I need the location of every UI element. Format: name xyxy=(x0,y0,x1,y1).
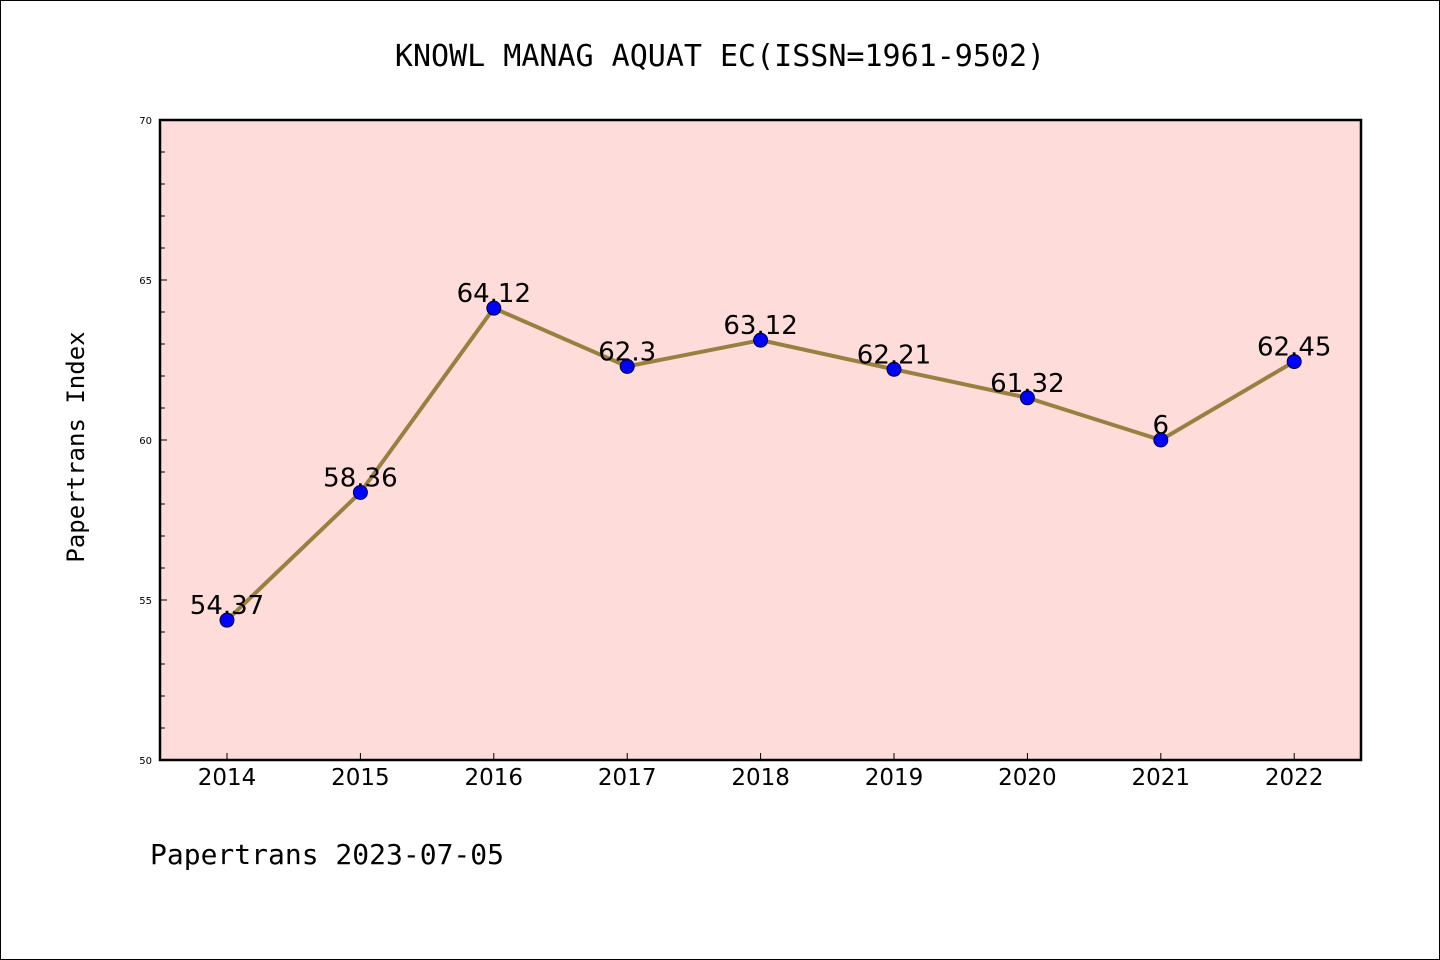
x-tick-label: 2022 xyxy=(1265,765,1324,791)
data-label: 62.21 xyxy=(857,340,931,370)
plot-area xyxy=(158,118,1363,762)
footer-text: Papertrans 2023-07-05 xyxy=(150,838,504,871)
y-axis: 50 55 60 65 70 xyxy=(139,116,167,767)
data-label: 63.12 xyxy=(723,311,797,341)
data-point xyxy=(753,332,769,348)
data-labels: 54.37 58.36 64.12 62.3 63.12 62.21 61.32 6 62.45 xyxy=(190,279,1332,621)
x-tick-label: 2016 xyxy=(465,765,524,791)
x-tick-label: 2021 xyxy=(1132,765,1191,791)
data-point xyxy=(1019,390,1035,406)
y-tick-label: 50 xyxy=(139,756,152,767)
data-point xyxy=(886,361,902,377)
data-label: 6 xyxy=(1153,411,1170,441)
y-tick-label: 60 xyxy=(139,436,152,447)
y-tick-label: 55 xyxy=(139,596,152,607)
data-point xyxy=(486,300,502,316)
y-tick-label: 65 xyxy=(139,276,152,287)
x-tick-label: 2018 xyxy=(731,765,790,791)
y-axis-label: Papertrans Index xyxy=(62,331,90,562)
data-label: 54.37 xyxy=(190,591,264,621)
data-point xyxy=(619,358,635,374)
x-tick-label: 2019 xyxy=(865,765,924,791)
x-tick-label: 2017 xyxy=(598,765,657,791)
x-axis: 2014 2015 2016 2017 2018 2019 2020 2021 2022 xyxy=(198,753,1324,791)
data-point xyxy=(1153,432,1169,448)
chart-title: KNOWL MANAG AQUAT EC(ISSN=1961-9502) xyxy=(395,39,1045,74)
y-tick-label: 70 xyxy=(139,116,152,127)
data-label: 58.36 xyxy=(323,463,397,493)
data-point xyxy=(219,612,235,628)
data-points xyxy=(219,300,1302,628)
data-label: 64.12 xyxy=(457,279,531,309)
data-point xyxy=(1286,354,1302,370)
x-tick-label: 2015 xyxy=(331,765,390,791)
data-label: 62.3 xyxy=(598,337,656,367)
data-point xyxy=(352,484,368,500)
x-tick-label: 2014 xyxy=(198,765,257,791)
data-label: 61.32 xyxy=(990,369,1064,399)
data-label: 62.45 xyxy=(1257,333,1331,363)
x-tick-label: 2020 xyxy=(998,765,1057,791)
